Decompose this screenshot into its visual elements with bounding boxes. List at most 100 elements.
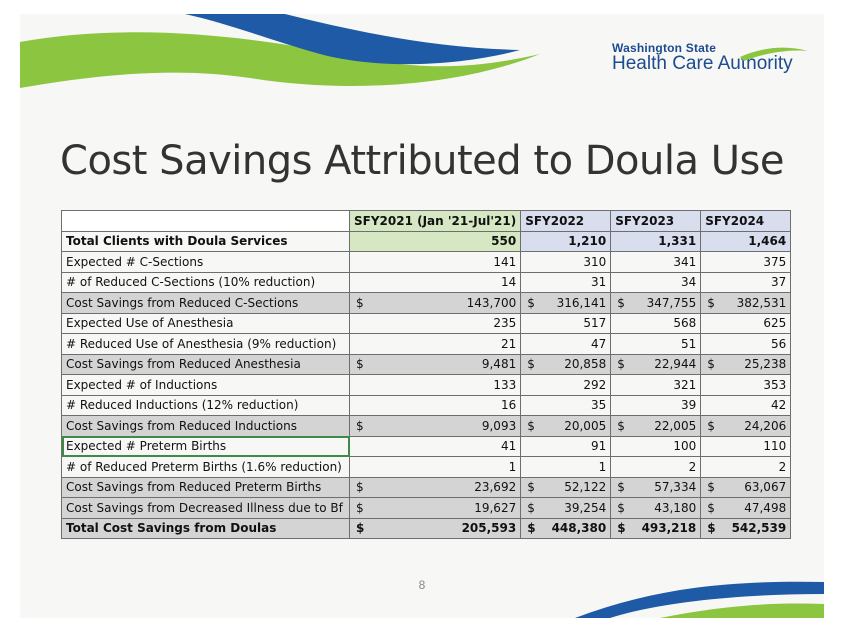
- cell-value: 517: [520, 312, 612, 334]
- currency-symbol: $: [617, 521, 626, 536]
- cell-value: 310: [520, 251, 612, 273]
- hca-logo: Washington State Health Care Authority: [612, 41, 808, 91]
- row-label: Total Clients with Doula Services: [61, 230, 350, 252]
- cell-value: 56: [700, 333, 792, 355]
- amount: 20,858: [564, 357, 607, 372]
- cell-value: 292: [520, 374, 612, 396]
- amount: 52,122: [564, 480, 607, 495]
- table-row: Cost Savings from Reduced C-Sections $143…: [61, 292, 792, 314]
- currency-symbol: $: [356, 295, 364, 310]
- amount: 9,093: [481, 418, 517, 433]
- table-row: Expected # Preterm Births 41 91 100 110: [61, 435, 792, 457]
- amount: 493,218: [641, 521, 697, 536]
- amount: 19,627: [474, 500, 517, 515]
- row-label: Cost Savings from Decreased Illness due …: [61, 497, 350, 519]
- row-label: Cost Savings from Reduced Anesthesia: [61, 353, 350, 375]
- row-label: # Reduced Inductions (12% reduction): [61, 394, 350, 416]
- currency-symbol: $: [527, 480, 535, 495]
- cell-value: 51: [610, 333, 702, 355]
- cell-value: 34: [610, 271, 702, 293]
- table-row: # of Reduced Preterm Births (1.6% reduct…: [61, 456, 792, 478]
- cell-value: $47,498: [700, 497, 792, 519]
- cell-value: $143,700: [348, 292, 522, 314]
- row-label: Total Cost Savings from Doulas: [61, 517, 350, 539]
- amount: 24,206: [744, 418, 787, 433]
- currency-symbol: $: [707, 295, 715, 310]
- logo-line-1: Washington State: [612, 41, 717, 55]
- cell-value: 625: [700, 312, 792, 334]
- cell-value: $24,206: [700, 415, 792, 437]
- cell-value: $542,539: [700, 517, 792, 539]
- currency-symbol: $: [356, 500, 364, 515]
- header-sfy2023: SFY2023: [610, 210, 702, 232]
- cell-value: $22,944: [610, 353, 702, 375]
- header-sfy2022: SFY2022: [520, 210, 612, 232]
- slide-title: Cost Savings Attributed to Doula Use: [60, 138, 784, 184]
- cell-value: 42: [700, 394, 792, 416]
- logo-arc-icon: [740, 47, 808, 61]
- cell-value: $63,067: [700, 476, 792, 498]
- table-row: # Reduced Inductions (12% reduction) 16 35…: [61, 394, 792, 416]
- cell-value: 37: [700, 271, 792, 293]
- page-number: 8: [418, 578, 426, 592]
- cell-value: 41: [348, 435, 522, 457]
- row-label: Expected # Preterm Births: [61, 435, 350, 457]
- row-label: Cost Savings from Reduced C-Sections: [61, 292, 350, 314]
- currency-symbol: $: [356, 357, 364, 372]
- cell-value: 1,210: [520, 230, 612, 252]
- cell-value: 133: [348, 374, 522, 396]
- currency-symbol: $: [707, 418, 715, 433]
- amount: 43,180: [654, 500, 697, 515]
- cell-value: 568: [610, 312, 702, 334]
- currency-symbol: $: [707, 480, 715, 495]
- currency-symbol: $: [356, 480, 364, 495]
- cell-value: 35: [520, 394, 612, 416]
- cell-value: 31: [520, 271, 612, 293]
- row-label: Expected # of Inductions: [61, 374, 350, 396]
- cell-value: $20,005: [520, 415, 612, 437]
- cell-value: $57,334: [610, 476, 702, 498]
- currency-symbol: $: [356, 521, 365, 536]
- cell-value: $25,238: [700, 353, 792, 375]
- cell-value: 235: [348, 312, 522, 334]
- table-row: Expected Use of Anesthesia 235 517 568 625: [61, 312, 792, 334]
- amount: 316,141: [556, 295, 607, 310]
- cell-value: $448,380: [520, 517, 612, 539]
- table-row: Expected # of Inductions 133 292 321 353: [61, 374, 792, 396]
- currency-symbol: $: [356, 418, 364, 433]
- cell-value: 1: [520, 456, 612, 478]
- table-row: # Reduced Use of Anesthesia (9% reductio…: [61, 333, 792, 355]
- row-label: # Reduced Use of Anesthesia (9% reductio…: [61, 333, 350, 355]
- cell-value: $39,254: [520, 497, 612, 519]
- amount: 22,944: [654, 357, 697, 372]
- cell-value: $382,531: [700, 292, 792, 314]
- bottom-swoosh-graphic: [575, 581, 824, 618]
- table-header-row: SFY2021 (Jan '21-Jul'21) SFY2022 SFY2023…: [61, 210, 792, 232]
- cell-value: 91: [520, 435, 612, 457]
- cell-value: 353: [700, 374, 792, 396]
- amount: 448,380: [551, 521, 607, 536]
- cell-value: $9,093: [348, 415, 522, 437]
- table-row: Cost Savings from Reduced Inductions $9,0…: [61, 415, 792, 437]
- cost-savings-table: SFY2021 (Jan '21-Jul'21) SFY2022 SFY2023…: [61, 210, 792, 539]
- currency-symbol: $: [617, 418, 625, 433]
- table-row: Total Clients with Doula Services 550 1,21…: [61, 230, 792, 252]
- amount: 143,700: [466, 295, 517, 310]
- currency-symbol: $: [617, 295, 625, 310]
- cell-value: 550: [348, 230, 522, 252]
- currency-symbol: $: [707, 500, 715, 515]
- cell-value: 21: [348, 333, 522, 355]
- cell-value: 1,331: [610, 230, 702, 252]
- header-empty: [61, 210, 350, 232]
- amount: 63,067: [744, 480, 787, 495]
- cell-value: $205,593: [348, 517, 522, 539]
- currency-symbol: $: [707, 521, 716, 536]
- currency-symbol: $: [527, 418, 535, 433]
- cell-value: $43,180: [610, 497, 702, 519]
- row-label: # of Reduced C-Sections (10% reduction): [61, 271, 350, 293]
- table-row: Cost Savings from Reduced Preterm Births…: [61, 476, 792, 498]
- row-label: # of Reduced Preterm Births (1.6% reduct…: [61, 456, 350, 478]
- cell-value: 321: [610, 374, 702, 396]
- header-sfy2024: SFY2024: [700, 210, 792, 232]
- row-label: Cost Savings from Reduced Inductions: [61, 415, 350, 437]
